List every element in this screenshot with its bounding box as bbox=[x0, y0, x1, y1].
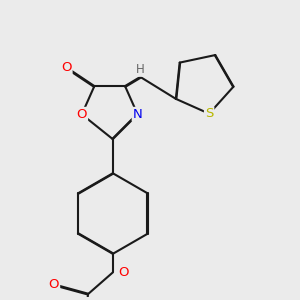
Text: S: S bbox=[205, 107, 213, 120]
Text: O: O bbox=[118, 266, 129, 279]
Text: O: O bbox=[76, 108, 87, 121]
Text: O: O bbox=[49, 278, 59, 291]
Text: H: H bbox=[136, 63, 145, 76]
Text: N: N bbox=[133, 108, 142, 121]
Text: O: O bbox=[61, 61, 72, 74]
